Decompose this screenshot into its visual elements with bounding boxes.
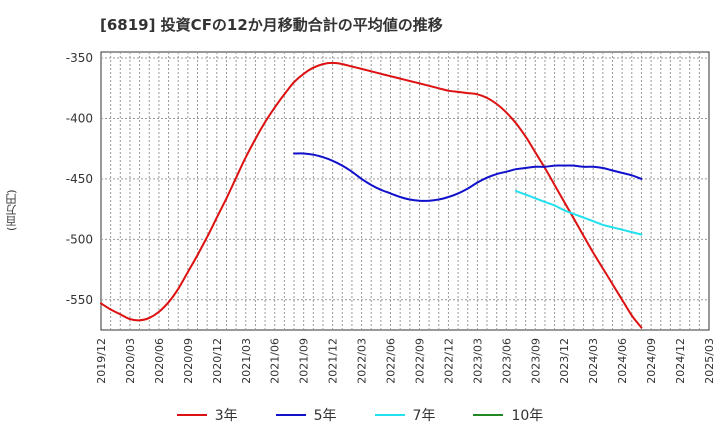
x-tick-label: 2024/09 bbox=[645, 338, 658, 384]
x-tick-label: 2020/06 bbox=[153, 338, 166, 384]
y-tick-label: -400 bbox=[66, 111, 93, 125]
legend-item: 10年 bbox=[473, 405, 543, 425]
x-tick-label: 2019/12 bbox=[95, 338, 108, 384]
series-line-3年 bbox=[100, 61, 643, 329]
x-tick-label: 2023/09 bbox=[529, 338, 542, 384]
y-tick-label: -450 bbox=[66, 172, 93, 186]
x-tick-label: 2021/03 bbox=[240, 338, 253, 384]
x-tick-label: 2020/12 bbox=[211, 338, 224, 384]
legend: 3年 5年 7年 10年 bbox=[0, 404, 720, 426]
legend-label: 3年 bbox=[214, 408, 238, 424]
x-tick-label: 2022/03 bbox=[356, 338, 369, 384]
x-tick-label: 2021/06 bbox=[269, 338, 282, 384]
x-tick-label: 2022/09 bbox=[413, 338, 426, 384]
y-tick-label: -550 bbox=[66, 293, 93, 307]
legend-label: 10年 bbox=[511, 408, 544, 424]
grid-lines bbox=[101, 52, 709, 330]
x-tick-label: 2021/09 bbox=[298, 338, 311, 384]
legend-item: 3年 bbox=[176, 405, 238, 425]
y-tick-labels: -350 -400 -450 -500 -550 bbox=[66, 51, 93, 307]
x-tick-label: 2024/06 bbox=[616, 338, 629, 384]
legend-swatch bbox=[473, 414, 504, 416]
series-line-7年 bbox=[515, 190, 643, 236]
x-tick-label: 2023/06 bbox=[500, 338, 513, 384]
x-tick-label: 2020/09 bbox=[182, 338, 195, 384]
series-line-5年 bbox=[293, 152, 643, 202]
x-tick-label: 2024/03 bbox=[587, 338, 600, 384]
series-lines bbox=[100, 61, 643, 329]
x-tick-label: 2024/12 bbox=[674, 338, 687, 384]
x-tick-label: 2021/12 bbox=[327, 338, 340, 384]
x-tick-label: 2023/12 bbox=[558, 338, 571, 384]
y-tick-label: -350 bbox=[66, 51, 93, 65]
legend-swatch bbox=[374, 414, 405, 416]
x-tick-label: 2022/06 bbox=[385, 338, 398, 384]
x-tick-label: 2025/03 bbox=[703, 338, 716, 384]
legend-item: 5年 bbox=[275, 405, 337, 425]
chart-title: [6819] 投資CFの12か月移動合計の平均値の推移 bbox=[100, 16, 443, 34]
plot-area bbox=[100, 51, 710, 331]
legend-label: 7年 bbox=[412, 408, 436, 424]
legend-swatch bbox=[176, 414, 207, 416]
x-tick-label: 2023/03 bbox=[471, 338, 484, 384]
y-tick-label: -500 bbox=[66, 232, 93, 246]
x-tick-labels: 2019/12 2020/03 2020/06 2020/09 2020/12 2021/… bbox=[95, 338, 716, 384]
legend-label: 5年 bbox=[313, 408, 337, 424]
legend-swatch bbox=[275, 414, 306, 416]
x-tick-label: 2022/12 bbox=[442, 338, 455, 384]
legend-item: 7年 bbox=[374, 405, 436, 425]
x-tick-label: 2020/03 bbox=[124, 338, 137, 384]
